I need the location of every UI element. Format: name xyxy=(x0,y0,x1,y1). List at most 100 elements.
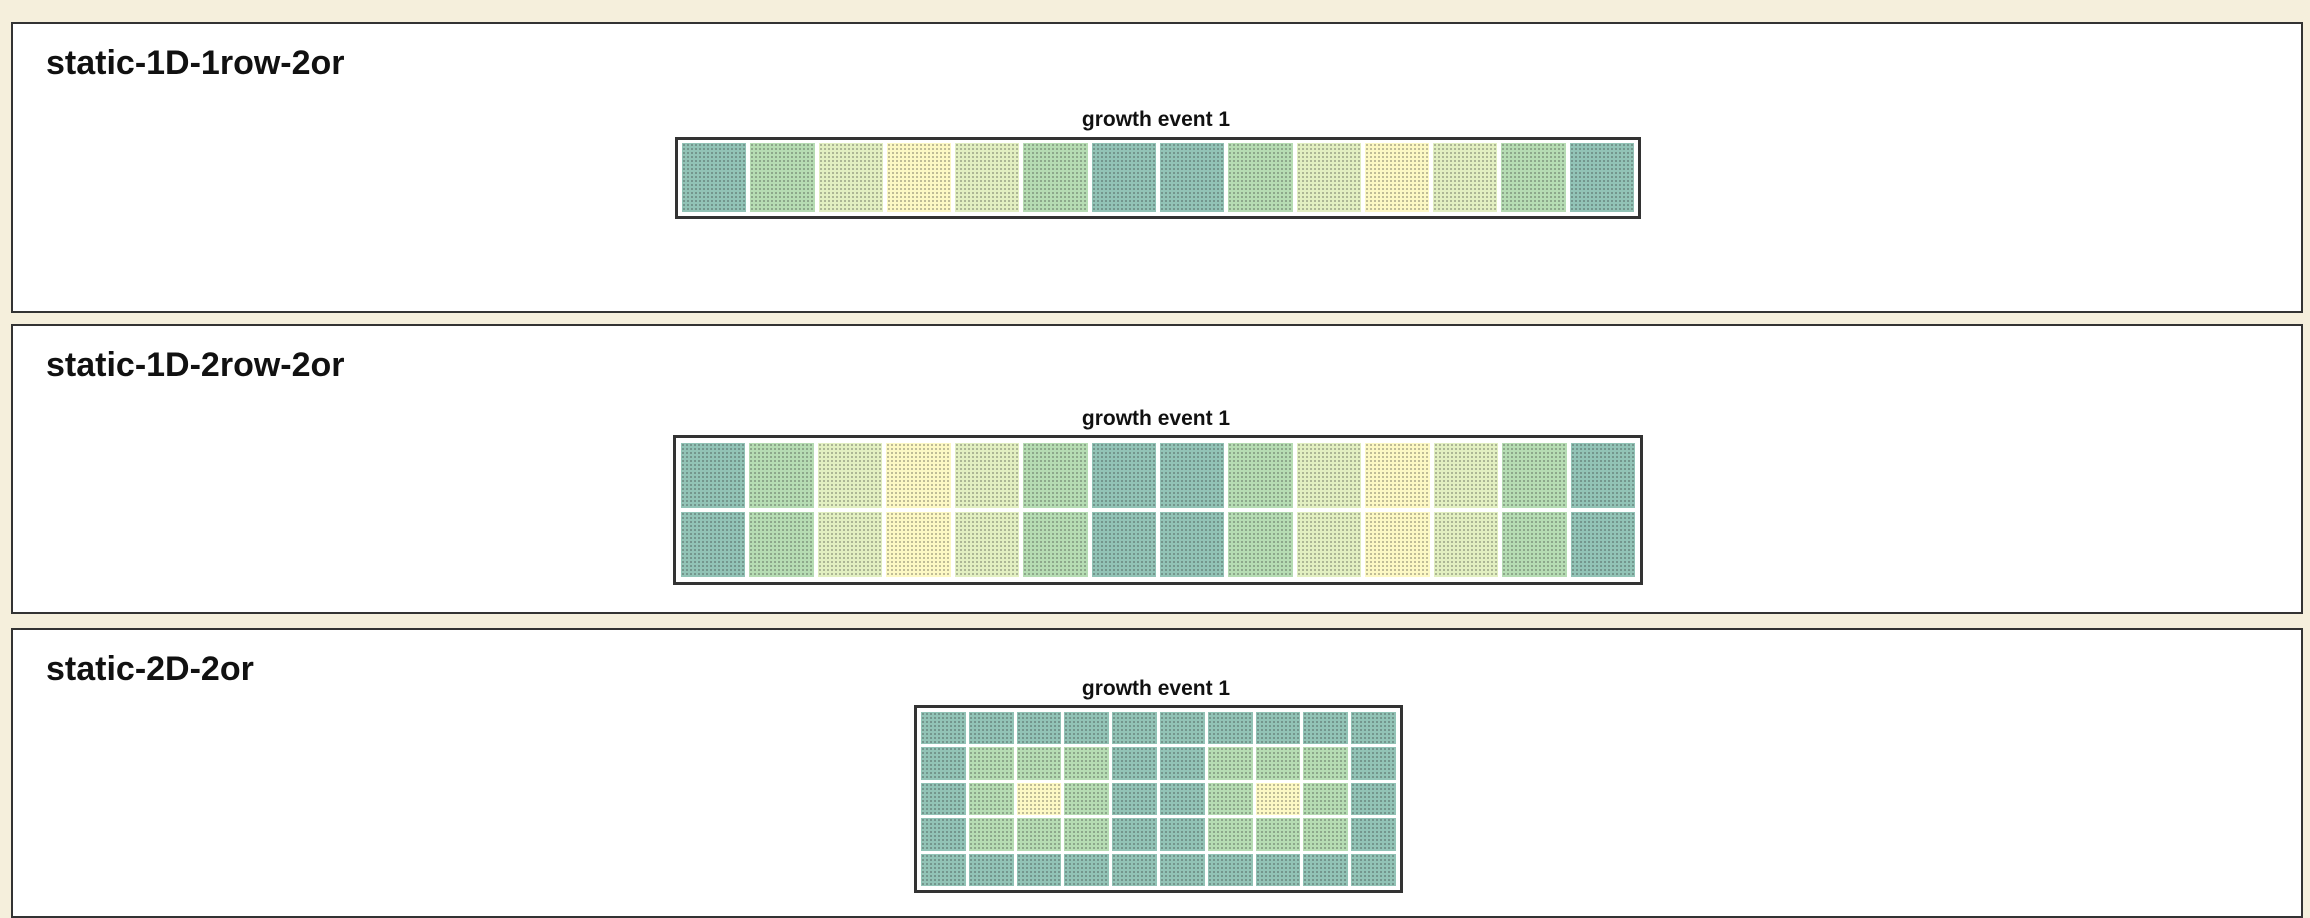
grid-cell xyxy=(1303,782,1349,816)
grid-cell xyxy=(681,443,746,508)
grid-cell xyxy=(921,747,966,780)
grid-cell xyxy=(1351,782,1396,816)
grid-cell xyxy=(1016,853,1062,886)
grid-cell xyxy=(817,443,883,508)
grid-cell xyxy=(1255,853,1301,886)
grid-cell xyxy=(921,712,966,745)
cell-grid xyxy=(675,137,1641,219)
panel-title: static-2D-2or xyxy=(46,650,254,688)
panel-title: static-1D-2row-2or xyxy=(46,346,345,384)
simulation-panel: static-1D-2row-2or growth event 1 xyxy=(11,324,2303,614)
grid-cell xyxy=(1112,782,1157,816)
grid-cell xyxy=(1433,512,1499,577)
grid-cell xyxy=(921,853,966,886)
grid-cell xyxy=(954,512,1020,577)
grid-cell xyxy=(1159,747,1205,780)
grid-cell xyxy=(1091,512,1156,577)
grid-cell xyxy=(921,782,966,816)
grid-cell xyxy=(968,782,1014,816)
grid-cell xyxy=(1016,712,1062,745)
grid-cell xyxy=(1112,747,1157,780)
grid-cell xyxy=(968,747,1014,780)
grid-cell xyxy=(968,853,1014,886)
grid-cell xyxy=(817,512,883,577)
grid-cell xyxy=(921,818,966,851)
grid-cell xyxy=(1570,512,1635,577)
grid-cell xyxy=(749,512,814,577)
grid-cell xyxy=(818,143,883,212)
cell-grid xyxy=(914,705,1403,893)
grid-cell xyxy=(1570,443,1635,508)
grid-cell xyxy=(1112,712,1157,745)
cell-grid xyxy=(673,435,1643,585)
grid-cell xyxy=(1365,443,1430,508)
grid-cell xyxy=(886,512,951,577)
grid-cell xyxy=(1228,443,1293,508)
grid-cell xyxy=(1255,747,1301,780)
grid-cell xyxy=(1365,512,1430,577)
grid-cell xyxy=(1502,443,1567,508)
grid-cell xyxy=(1207,782,1253,816)
simulation-panel: static-1D-1row-2or growth event 1 xyxy=(11,22,2303,313)
grid-cell xyxy=(886,443,951,508)
grid-cell xyxy=(1351,747,1396,780)
grid-cell xyxy=(1303,818,1349,851)
grid-cell xyxy=(1159,818,1205,851)
grid-cell xyxy=(1064,853,1110,886)
grid-cell xyxy=(1296,512,1362,577)
grid-cell xyxy=(1501,143,1566,212)
grid-cell xyxy=(968,818,1014,851)
grid-cell xyxy=(1023,443,1088,508)
grid-cell xyxy=(1364,143,1430,212)
grid-cell xyxy=(1064,782,1110,816)
grid-cell xyxy=(1303,747,1349,780)
grid-cell xyxy=(749,443,814,508)
grid-cell xyxy=(1016,782,1062,816)
grid-cell xyxy=(1159,853,1205,886)
growth-event-label: growth event 1 xyxy=(1081,407,1231,430)
grid-cell xyxy=(1255,818,1301,851)
grid-cell xyxy=(968,712,1014,745)
grid-cell xyxy=(681,512,746,577)
grid-cell xyxy=(1502,512,1567,577)
grid-cell xyxy=(682,143,747,212)
grid-cell xyxy=(1228,143,1293,212)
grid-cell xyxy=(1228,512,1293,577)
grid-cell xyxy=(1207,712,1253,745)
grid-cell xyxy=(1159,712,1205,745)
grid-cell xyxy=(1303,853,1349,886)
grid-cell xyxy=(1351,853,1396,886)
grid-cell xyxy=(1112,853,1157,886)
grid-cell xyxy=(1112,818,1157,851)
grid-cell xyxy=(1064,747,1110,780)
grid-cell xyxy=(1160,512,1225,577)
grid-cell xyxy=(1351,818,1396,851)
growth-event-label: growth event 1 xyxy=(1081,108,1231,131)
grid-cell xyxy=(1303,712,1349,745)
grid-cell xyxy=(1159,143,1225,212)
grid-cell xyxy=(1433,443,1499,508)
grid-cell xyxy=(1064,712,1110,745)
grid-cell xyxy=(1064,818,1110,851)
grid-cell xyxy=(954,443,1020,508)
grid-cell xyxy=(1296,443,1362,508)
grid-cell xyxy=(1207,818,1253,851)
grid-cell xyxy=(1023,512,1088,577)
simulation-panel: static-2D-2or growth event 1 xyxy=(11,628,2303,918)
grid-cell xyxy=(955,143,1020,212)
growth-event-label: growth event 1 xyxy=(1081,677,1231,700)
grid-cell xyxy=(1255,712,1301,745)
panel-title: static-1D-1row-2or xyxy=(46,44,345,82)
grid-cell xyxy=(1091,143,1156,212)
grid-cell xyxy=(1091,443,1156,508)
grid-cell xyxy=(1351,712,1396,745)
grid-cell xyxy=(1207,853,1253,886)
grid-cell xyxy=(1207,747,1253,780)
grid-cell xyxy=(1023,143,1088,212)
grid-cell xyxy=(1296,143,1361,212)
grid-cell xyxy=(1016,818,1062,851)
grid-cell xyxy=(1159,782,1205,816)
grid-cell xyxy=(1016,747,1062,780)
grid-cell xyxy=(1433,143,1498,212)
grid-cell xyxy=(1160,443,1225,508)
